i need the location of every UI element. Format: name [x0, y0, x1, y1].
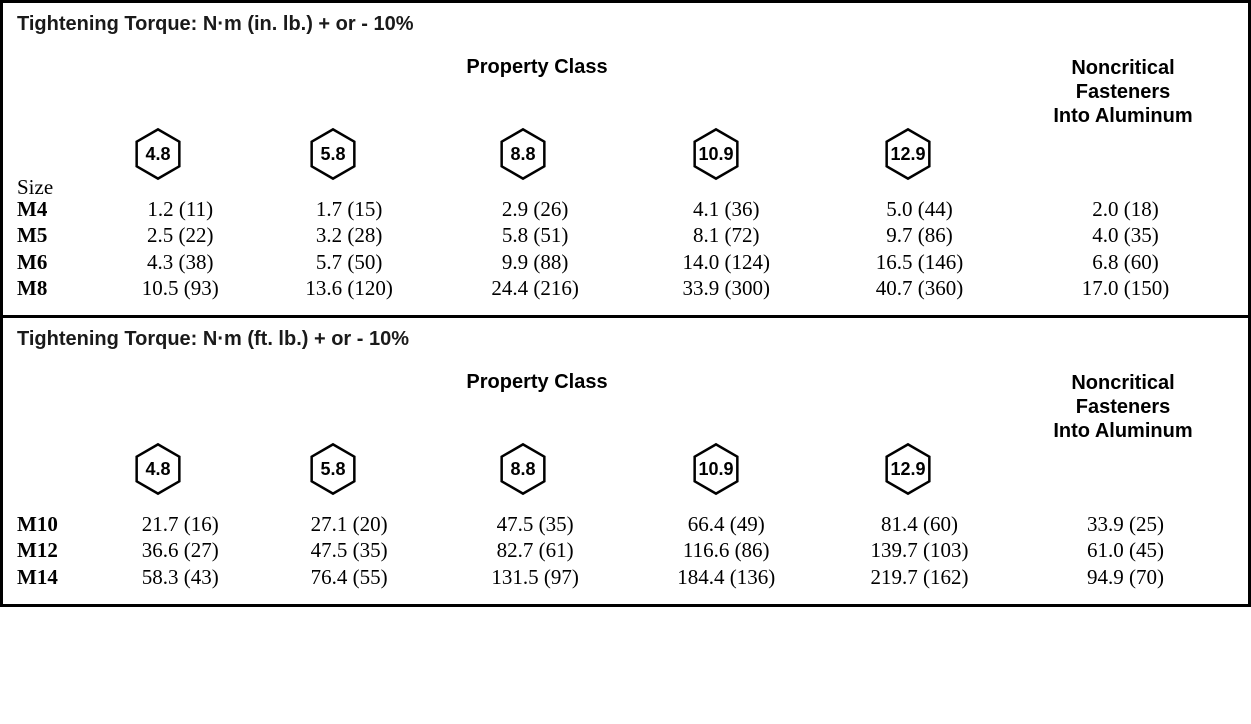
torque-section-1: Tightening Torque: N·m (ft. lb.) + or - …: [3, 318, 1248, 604]
aluminum-heading-line: Noncritical: [1033, 371, 1213, 395]
hex-bolt-icon: 10.9: [688, 441, 744, 497]
torque-value-cell: 5.0 (44): [822, 196, 1017, 222]
torque-value-cell: 58.3 (43): [102, 564, 258, 590]
size-cell: M8: [17, 275, 102, 301]
torque-value-cell: 4.1 (36): [630, 196, 822, 222]
table-row: M1458.3 (43)76.4 (55)131.5 (97)184.4 (13…: [17, 564, 1234, 590]
property-class-heading: Property Class: [437, 56, 637, 79]
torque-value-cell: 47.5 (35): [258, 537, 440, 563]
torque-value-cell: 13.6 (120): [258, 275, 440, 301]
torque-value-cell: 47.5 (35): [440, 511, 631, 537]
torque-value-cell: 14.0 (124): [630, 249, 822, 275]
torque-value-cell: 5.8 (51): [440, 222, 631, 248]
torque-value-cell: 2.9 (26): [440, 196, 631, 222]
aluminum-heading-line: Fasteners: [1033, 395, 1213, 419]
size-cell: M10: [17, 511, 102, 537]
table-row: M810.5 (93)13.6 (120)24.4 (216)33.9 (300…: [17, 275, 1234, 301]
header-row: Property Class NoncriticalFastenersInto A…: [17, 371, 1234, 511]
torque-value-cell: 81.4 (60): [822, 511, 1017, 537]
aluminum-heading-line: Into Aluminum: [1033, 104, 1213, 128]
torque-value-cell: 139.7 (103): [822, 537, 1017, 563]
torque-value-cell: 33.9 (300): [630, 275, 822, 301]
aluminum-value-cell: 4.0 (35): [1017, 222, 1234, 248]
torque-value-cell: 131.5 (97): [440, 564, 631, 590]
torque-value-cell: 8.1 (72): [630, 222, 822, 248]
torque-value-cell: 40.7 (360): [822, 275, 1017, 301]
torque-value-cell: 16.5 (146): [822, 249, 1017, 275]
aluminum-heading: NoncriticalFastenersInto Aluminum: [1033, 56, 1213, 128]
aluminum-heading: NoncriticalFastenersInto Aluminum: [1033, 371, 1213, 443]
torque-value-cell: 9.7 (86): [822, 222, 1017, 248]
torque-value-cell: 1.2 (11): [102, 196, 258, 222]
torque-value-cell: 76.4 (55): [258, 564, 440, 590]
torque-value-cell: 24.4 (216): [440, 275, 631, 301]
size-cell: M6: [17, 249, 102, 275]
property-class-value: 10.9: [698, 144, 733, 165]
aluminum-value-cell: 61.0 (45): [1017, 537, 1234, 563]
torque-table-page: Tightening Torque: N·m (in. lb.) + or - …: [0, 0, 1251, 607]
torque-value-cell: 4.3 (38): [102, 249, 258, 275]
aluminum-value-cell: 33.9 (25): [1017, 511, 1234, 537]
torque-value-cell: 116.6 (86): [630, 537, 822, 563]
size-cell: M5: [17, 222, 102, 248]
property-class-value: 8.8: [510, 459, 535, 480]
hex-bolt-icon: 10.9: [688, 126, 744, 182]
torque-value-cell: 9.9 (88): [440, 249, 631, 275]
section-title: Tightening Torque: N·m (ft. lb.) + or - …: [17, 328, 1234, 351]
hex-bolt-icon: 4.8: [130, 126, 186, 182]
aluminum-heading-line: Noncritical: [1033, 56, 1213, 80]
property-class-value: 4.8: [145, 144, 170, 165]
aluminum-heading-line: Into Aluminum: [1033, 419, 1213, 443]
aluminum-value-cell: 2.0 (18): [1017, 196, 1234, 222]
torque-value-cell: 1.7 (15): [258, 196, 440, 222]
hex-bolt-icon: 12.9: [880, 126, 936, 182]
hex-bolt-icon: 4.8: [130, 441, 186, 497]
size-heading: Size: [17, 175, 53, 200]
property-class-value: 12.9: [890, 459, 925, 480]
torque-value-cell: 2.5 (22): [102, 222, 258, 248]
section-title: Tightening Torque: N·m (in. lb.) + or - …: [17, 13, 1234, 36]
torque-value-cell: 66.4 (49): [630, 511, 822, 537]
torque-value-cell: 21.7 (16): [102, 511, 258, 537]
hex-bolt-icon: 12.9: [880, 441, 936, 497]
table-row: M1021.7 (16)27.1 (20)47.5 (35)66.4 (49)8…: [17, 511, 1234, 537]
property-class-value: 10.9: [698, 459, 733, 480]
hex-bolt-icon: 8.8: [495, 126, 551, 182]
table-row: M52.5 (22)3.2 (28)5.8 (51)8.1 (72)9.7 (8…: [17, 222, 1234, 248]
table-row: M41.2 (11)1.7 (15)2.9 (26)4.1 (36)5.0 (4…: [17, 196, 1234, 222]
header-row: Property Class NoncriticalFastenersInto A…: [17, 56, 1234, 196]
property-class-heading: Property Class: [437, 371, 637, 394]
aluminum-value-cell: 6.8 (60): [1017, 249, 1234, 275]
property-class-value: 8.8: [510, 144, 535, 165]
table-row: M64.3 (38)5.7 (50)9.9 (88)14.0 (124)16.5…: [17, 249, 1234, 275]
torque-value-cell: 5.7 (50): [258, 249, 440, 275]
aluminum-heading-line: Fasteners: [1033, 80, 1213, 104]
torque-data-table: M1021.7 (16)27.1 (20)47.5 (35)66.4 (49)8…: [17, 511, 1234, 590]
torque-value-cell: 184.4 (136): [630, 564, 822, 590]
hex-bolt-icon: 5.8: [305, 441, 361, 497]
property-class-value: 4.8: [145, 459, 170, 480]
torque-value-cell: 82.7 (61): [440, 537, 631, 563]
property-class-value: 5.8: [320, 144, 345, 165]
torque-section-0: Tightening Torque: N·m (in. lb.) + or - …: [3, 3, 1248, 318]
aluminum-value-cell: 94.9 (70): [1017, 564, 1234, 590]
torque-value-cell: 219.7 (162): [822, 564, 1017, 590]
torque-value-cell: 36.6 (27): [102, 537, 258, 563]
property-class-value: 12.9: [890, 144, 925, 165]
size-cell: M12: [17, 537, 102, 563]
hex-bolt-icon: 8.8: [495, 441, 551, 497]
torque-value-cell: 3.2 (28): [258, 222, 440, 248]
size-cell: M14: [17, 564, 102, 590]
torque-data-table: M41.2 (11)1.7 (15)2.9 (26)4.1 (36)5.0 (4…: [17, 196, 1234, 301]
aluminum-value-cell: 17.0 (150): [1017, 275, 1234, 301]
torque-value-cell: 27.1 (20): [258, 511, 440, 537]
torque-value-cell: 10.5 (93): [102, 275, 258, 301]
table-row: M1236.6 (27)47.5 (35)82.7 (61)116.6 (86)…: [17, 537, 1234, 563]
property-class-value: 5.8: [320, 459, 345, 480]
hex-bolt-icon: 5.8: [305, 126, 361, 182]
